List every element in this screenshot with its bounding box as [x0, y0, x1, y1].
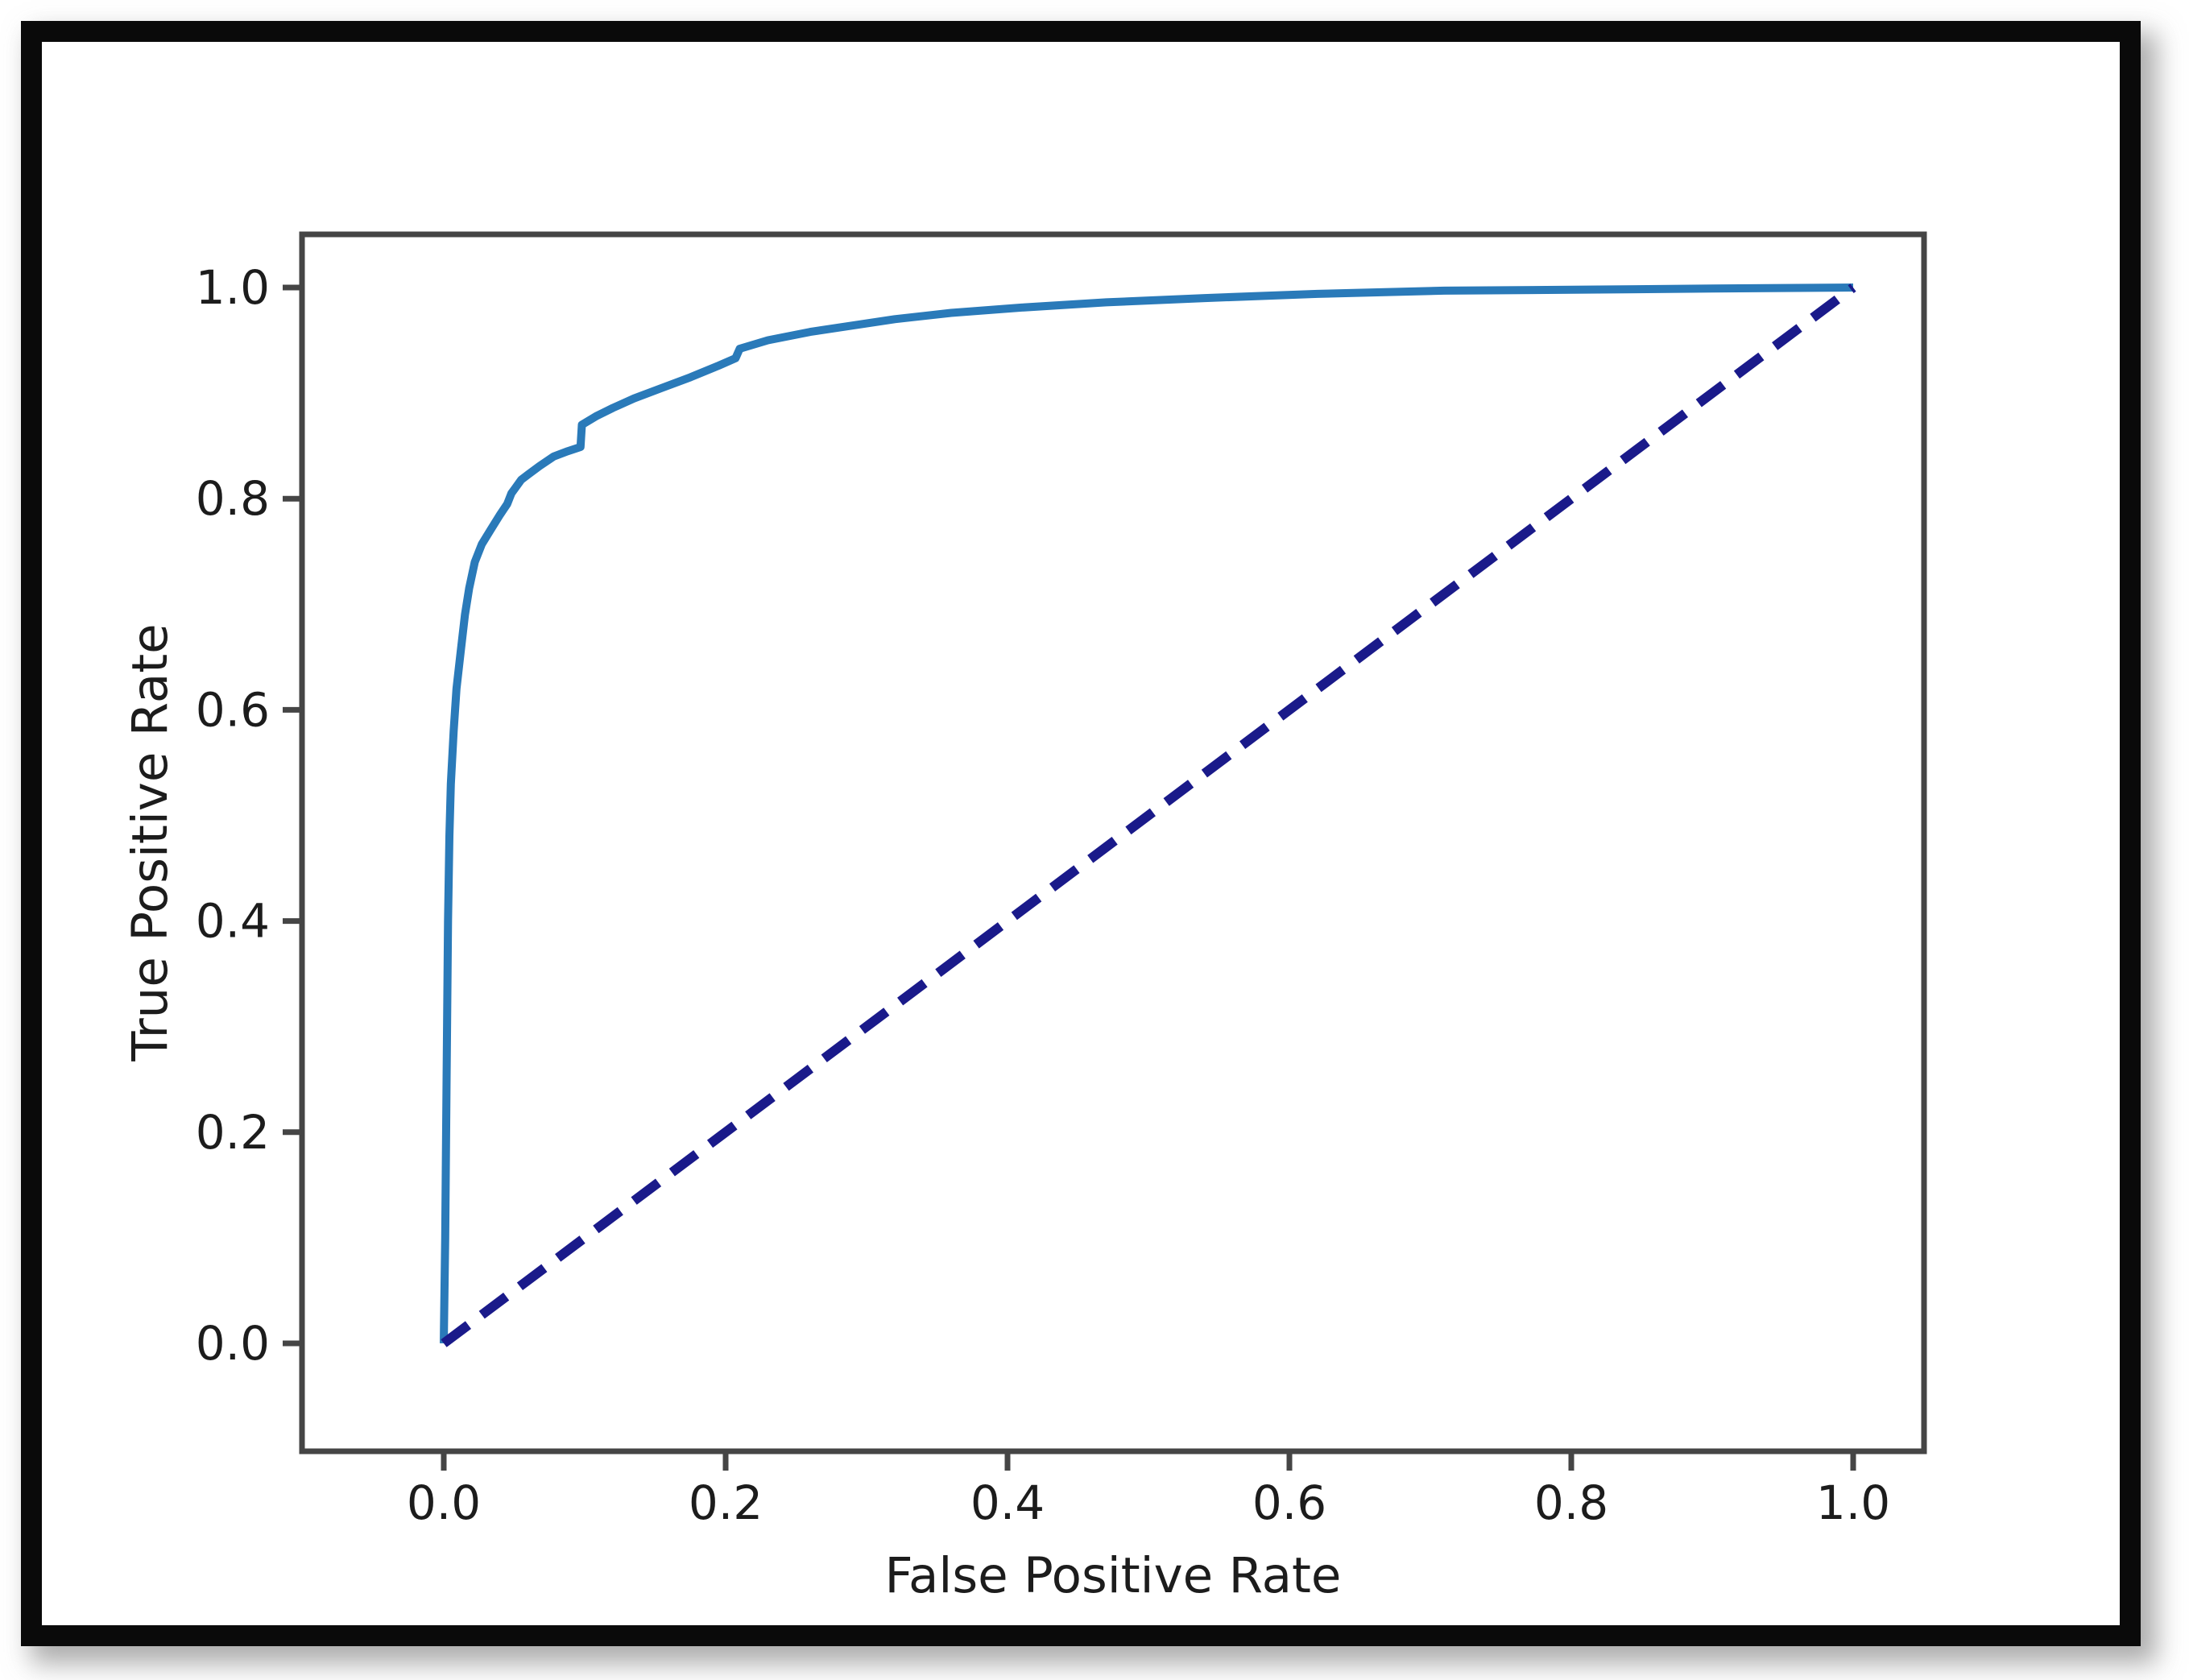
- y-axis-label: True Positive Rate: [122, 623, 179, 1061]
- x-tick-label: 0.6: [1252, 1475, 1326, 1530]
- x-axis-label: False Positive Rate: [885, 1547, 1342, 1604]
- roc-curve-line: [440, 283, 1854, 1344]
- y-tick-label: 1.0: [196, 260, 270, 315]
- x-tick-label: 0.4: [970, 1475, 1045, 1530]
- chance-diagonal-line: [441, 283, 1856, 1347]
- x-tick-label: 0.2: [689, 1475, 763, 1530]
- y-axis-ticks: 0.0 0.2 0.4 0.6 0.8 1.0: [196, 260, 302, 1371]
- y-tick-label: 0.4: [196, 894, 270, 949]
- x-axis-ticks: 0.0 0.2 0.4 0.6 0.8 1.0: [407, 1451, 1890, 1530]
- plot-area: [299, 231, 1927, 1454]
- series-lines: [440, 283, 1856, 1347]
- x-tick-label: 0.0: [407, 1475, 481, 1530]
- y-tick-label: 0.8: [196, 471, 270, 526]
- y-tick-label: 0.2: [196, 1105, 270, 1160]
- x-tick-label: 0.8: [1534, 1475, 1608, 1530]
- x-tick-label: 1.0: [1816, 1475, 1890, 1530]
- y-tick-label: 0.0: [196, 1316, 270, 1371]
- y-tick-label: 0.6: [196, 682, 270, 737]
